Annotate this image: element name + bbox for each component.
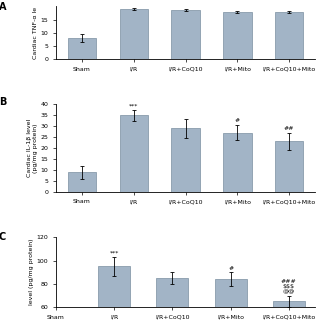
Bar [215,279,247,320]
Bar [171,10,200,59]
Bar [223,12,252,59]
Y-axis label: Cardiac IL-1β level
(pg/mg protein): Cardiac IL-1β level (pg/mg protein) [27,119,38,177]
Text: ###
$$$
@@: ### $$$ @@ [281,279,297,294]
Text: ***: *** [129,103,139,108]
Text: #: # [235,118,240,123]
Y-axis label: level (pg/mg protein): level (pg/mg protein) [29,239,34,306]
Bar [120,9,148,59]
Bar [120,115,148,192]
Bar [98,266,130,320]
Bar [68,172,96,192]
Bar [68,38,96,59]
Text: A: A [0,2,6,12]
Bar [223,133,252,192]
Text: ***: *** [109,251,119,256]
Text: C: C [0,232,6,242]
Text: ##: ## [284,126,294,131]
Bar [156,278,188,320]
Bar [273,301,305,320]
Text: B: B [0,97,6,107]
Y-axis label: Cardiac TNF-α le: Cardiac TNF-α le [33,7,38,59]
Text: #: # [228,266,233,271]
Bar [171,128,200,192]
Bar [275,141,303,192]
Bar [275,12,303,59]
